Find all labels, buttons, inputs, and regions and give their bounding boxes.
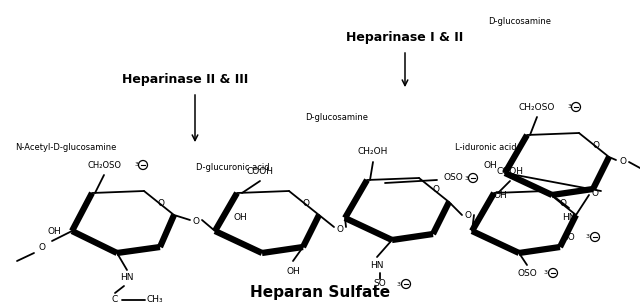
Text: O: O bbox=[591, 188, 598, 197]
Text: HN: HN bbox=[371, 260, 384, 270]
Text: CH₂OSO: CH₂OSO bbox=[519, 103, 555, 111]
Text: CH₃: CH₃ bbox=[147, 296, 163, 304]
Text: OH: OH bbox=[233, 214, 247, 222]
Text: 3: 3 bbox=[568, 105, 572, 110]
Text: 3: 3 bbox=[586, 234, 590, 240]
Text: O: O bbox=[593, 140, 600, 150]
Text: Heparinase II & III: Heparinase II & III bbox=[122, 73, 248, 87]
Text: C: C bbox=[112, 296, 118, 304]
Text: HN: HN bbox=[563, 212, 576, 222]
Text: Heparinase I & II: Heparinase I & II bbox=[346, 32, 463, 44]
Text: N-Acetyl-D-glucosamine: N-Acetyl-D-glucosamine bbox=[15, 144, 116, 152]
Text: SO: SO bbox=[374, 279, 387, 289]
Text: 3: 3 bbox=[135, 162, 139, 167]
Text: HN: HN bbox=[120, 274, 134, 282]
Text: CH₂OSO: CH₂OSO bbox=[87, 161, 121, 170]
Text: D-glucuronic acid: D-glucuronic acid bbox=[196, 163, 269, 173]
Text: OSO: OSO bbox=[517, 268, 537, 278]
Text: O: O bbox=[157, 199, 164, 207]
Text: Heparan Sulfate: Heparan Sulfate bbox=[250, 285, 390, 300]
Text: 3: 3 bbox=[397, 282, 401, 286]
Text: COOH: COOH bbox=[246, 166, 273, 176]
Text: O: O bbox=[337, 226, 344, 234]
Text: O: O bbox=[620, 158, 627, 166]
Text: OH: OH bbox=[493, 191, 507, 200]
Text: OSO: OSO bbox=[443, 174, 463, 182]
Text: O: O bbox=[38, 244, 45, 252]
Text: CH₂OH: CH₂OH bbox=[358, 147, 388, 156]
Text: 3: 3 bbox=[465, 176, 469, 181]
Text: OH: OH bbox=[47, 226, 61, 236]
Text: L-iduronic acid: L-iduronic acid bbox=[455, 144, 516, 152]
Text: O: O bbox=[433, 185, 440, 195]
Text: COOH: COOH bbox=[497, 166, 524, 176]
Text: D-glucosamine: D-glucosamine bbox=[488, 17, 551, 27]
Text: OH: OH bbox=[286, 267, 300, 275]
Text: SO: SO bbox=[563, 233, 575, 241]
Text: O: O bbox=[193, 218, 200, 226]
Text: 3: 3 bbox=[544, 271, 548, 275]
Text: O: O bbox=[465, 211, 472, 219]
Text: D-glucosamine: D-glucosamine bbox=[305, 114, 368, 122]
Text: O: O bbox=[559, 199, 566, 207]
Text: O: O bbox=[303, 199, 310, 207]
Text: OH: OH bbox=[483, 161, 497, 170]
